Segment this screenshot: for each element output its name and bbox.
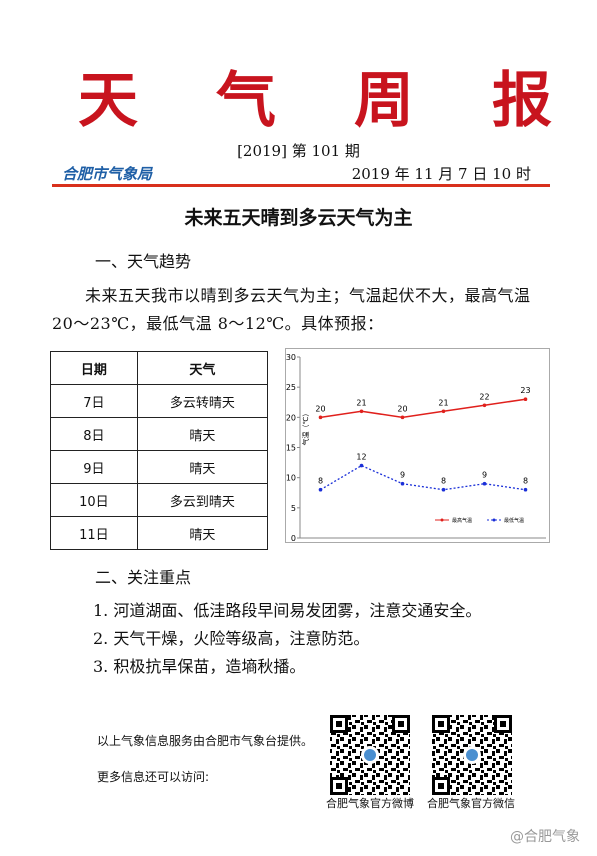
table-header-row: 日期 天气 [50,351,269,385]
data-point [523,487,528,492]
data-point [441,487,446,492]
table-cell: 晴天 [136,516,269,550]
table-cell: 9日 [50,450,138,484]
data-point [400,415,405,420]
more-info: 更多信息还可以访问: [97,770,210,784]
data-label: 12 [356,453,366,462]
table-cell: 7日 [50,384,138,418]
data-label: 23 [520,386,530,395]
data-point [318,487,323,492]
qr-codes [330,715,512,795]
data-label: 8 [441,477,446,486]
legend-marker [492,518,496,522]
report-title: 天气周报 [78,66,597,136]
table-cell: 10日 [50,483,138,517]
data-label: 8 [523,477,528,486]
qr-label: 合肥气象官方微信 [427,797,515,810]
data-label: 21 [438,398,448,407]
data-point [441,409,446,414]
data-point [359,409,364,414]
y-tick-label: 20 [286,413,296,422]
qr-code [330,715,410,795]
y-tick-label: 30 [286,353,296,362]
headline: 未来五天晴到多云天气为主 [184,207,413,229]
header-rule [52,184,550,187]
trend-text: 未来五天我市以晴到多云天气为主；气温起伏不大，最高气温20～23℃，最低气温 8… [52,286,531,333]
table-row: 9日 晴天 [50,450,269,484]
data-label: 9 [400,471,405,480]
table-row: 10日 多云到晴天 [50,483,269,517]
series-line [320,464,526,491]
data-point [523,397,528,402]
header-cell: 日期 [50,351,138,385]
data-label: 20 [397,404,407,413]
y-tick-label: 25 [286,383,296,392]
agency: 合肥市气象局 [62,165,153,183]
provider-note: 以上气象信息服务由合肥市气象台提供。 [97,734,314,748]
temperature-chart: 051015202530气温（℃）昨日7日8日9日10日11日202120212… [285,348,550,543]
y-tick-label: 0 [291,534,296,543]
chart-frame [285,348,550,543]
table-row: 7日 多云转晴天 [50,384,269,418]
qr-code [432,715,512,795]
header-cell: 天气 [136,351,269,385]
table-cell: 11日 [50,516,138,550]
y-tick-label: 10 [286,474,296,483]
focus-item: 1. 河道湖面、低洼路段早间易发团雾，注意交通安全。 [93,601,482,620]
table-cell: 晴天 [136,417,269,451]
data-label: 21 [356,398,366,407]
data-point [482,403,487,408]
table-cell: 多云到晴天 [136,483,269,517]
data-point [400,481,405,486]
table-row: 8日 晴天 [50,417,269,451]
forecast-table: 日期 天气 7日 多云转晴天 8日 晴天 9日 晴天 10日 多云到晴天 11日 晴天 [50,351,269,550]
series-line [320,398,526,419]
y-axis-label: 气温（℃） [301,410,310,446]
table-cell: 8日 [50,417,138,451]
data-point [359,463,364,468]
data-point [318,415,323,420]
watermark: @合肥气象 [510,829,580,845]
issue-date: 2019 年 11 月 7 日 10 时 [351,165,531,183]
section-heading: 二、关注重点 [95,568,192,587]
section-heading: 一、天气趋势 [95,252,192,271]
data-label: 8 [318,477,323,486]
y-tick-label: 5 [291,504,296,513]
qr-label: 合肥气象官方微博 [326,797,414,810]
legend-label: 最高气温 [452,517,472,524]
focus-list: 1. 河道湖面、低洼路段早间易发团雾，注意交通安全。 2. 天气干燥，火险等级高，… [93,597,481,681]
legend-label: 最低气温 [504,517,524,524]
focus-item: 2. 天气干燥，火险等级高，注意防范。 [93,629,370,648]
data-point [482,481,487,486]
legend-marker [440,518,444,522]
table-cell: 多云转晴天 [136,384,269,418]
table-cell: 晴天 [136,450,269,484]
data-label: 20 [315,404,325,413]
focus-item: 3. 积极抗旱保苗，造墒秋播。 [93,657,306,676]
issue: [2019] 第 101 期 [237,142,360,160]
table-row: 11日 晴天 [50,516,269,550]
data-label: 22 [479,392,489,401]
data-label: 9 [482,471,487,480]
y-tick-label: 15 [286,444,296,453]
